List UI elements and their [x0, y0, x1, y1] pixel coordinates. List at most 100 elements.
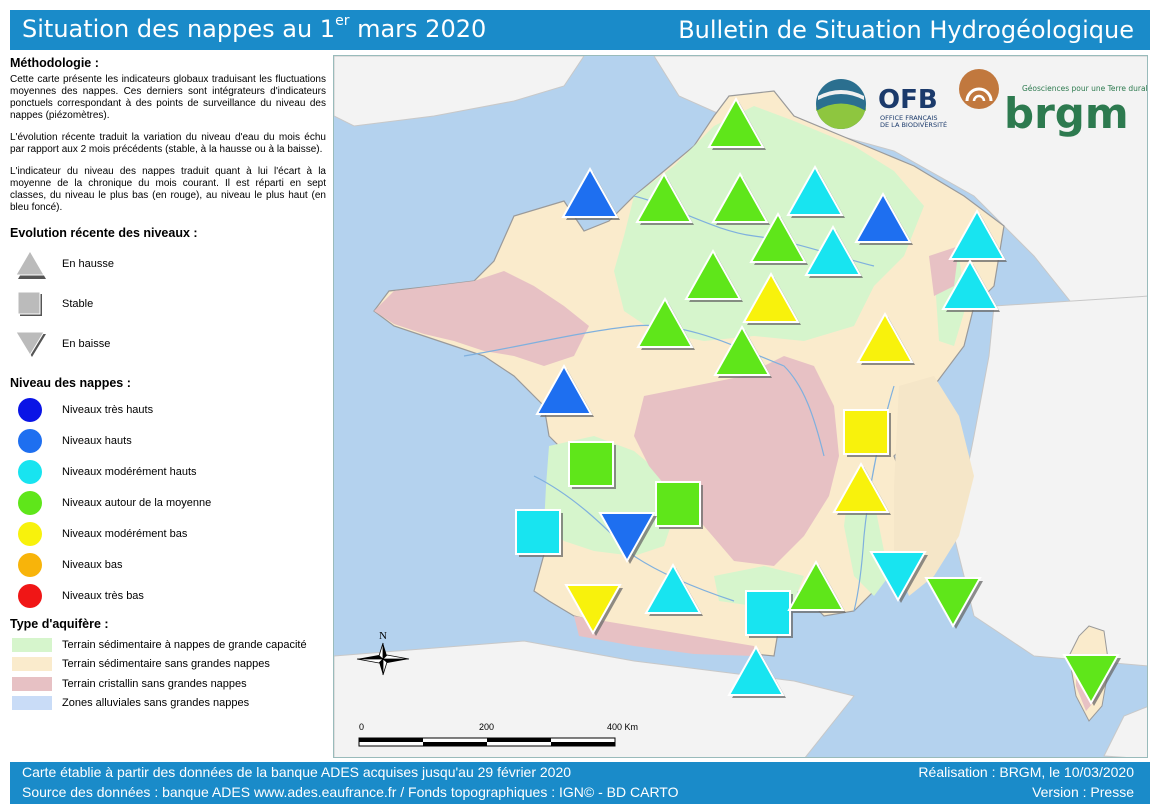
aquifere-list: Terrain sédimentaire à nappes de grande …	[10, 635, 326, 713]
aquifere-swatch	[12, 637, 52, 652]
footer-version: Version : Presse	[1032, 784, 1134, 800]
legend-niveau-item: Niveaux modérément bas	[10, 518, 326, 549]
ofb-sub2: DE LA BIODIVERSITÉ	[880, 120, 947, 129]
marker-up-hauts	[561, 166, 620, 221]
piezometer-markers	[515, 96, 1121, 706]
level-dot-icon	[18, 552, 42, 577]
legend-aquifere-item: Terrain cristallin sans grandes nappes	[10, 674, 326, 694]
marker-up-moderement-hauts	[786, 164, 845, 219]
brgm-tagline: Géosciences pour une Terre durable	[1022, 84, 1148, 93]
triangle-up-icon	[10, 249, 50, 280]
marker-up-moderement-hauts	[804, 224, 863, 279]
footer-topo-source: Source des données : banque ADES www.ade…	[22, 784, 679, 800]
zone-massif-central	[634, 356, 839, 566]
scale-bar: 0 200 400 Km	[358, 722, 638, 747]
legend-niveau-item: Niveaux très hauts	[10, 394, 326, 425]
marker-down-moderement-bas	[564, 583, 623, 636]
marker-up-moderement-bas	[742, 271, 801, 326]
marker-up-moyenne	[635, 171, 694, 226]
marker-stable-moyenne	[568, 441, 616, 489]
zone-pyrenees	[574, 616, 754, 656]
level-dot-icon	[18, 490, 42, 515]
marker-up-hauts	[854, 191, 913, 246]
footer-realisation: Réalisation : BRGM, le 10/03/2020	[918, 764, 1134, 780]
methodologie-text-1: Cette carte présente les indicateurs glo…	[10, 74, 326, 121]
marker-up-moderement-hauts	[941, 258, 1000, 313]
ofb-logo: OFB OFFICE FRANÇAIS DE LA BIODIVERSITÉ	[816, 79, 947, 129]
brgm-name: brgm	[1004, 89, 1129, 138]
svg-text:400 Km: 400 Km	[607, 722, 638, 732]
legend-niveau-item: Niveaux très bas	[10, 580, 326, 611]
marker-up-moderement-hauts	[644, 562, 703, 617]
marker-up-moyenne	[636, 296, 695, 351]
legend-niveau-item: Niveaux modérément hauts	[10, 456, 326, 487]
svg-text:N: N	[379, 630, 387, 642]
square-icon	[10, 289, 50, 320]
marker-up-hauts	[535, 363, 594, 418]
legend-trend-up: En hausse	[10, 244, 326, 284]
legend-niveau-item: Niveaux hauts	[10, 425, 326, 456]
marker-stable-moderement-bas	[843, 409, 891, 457]
legend-aquifere-item: Terrain sédimentaire sans grandes nappes	[10, 655, 326, 675]
marker-up-moyenne	[684, 248, 743, 303]
marker-up-moderement-hauts	[727, 644, 786, 699]
marker-stable-moderement-hauts	[515, 509, 563, 557]
marker-up-moyenne	[713, 324, 772, 379]
marker-stable-moderement-hauts	[745, 590, 793, 638]
ofb-name: OFB	[878, 85, 938, 115]
legend-niveau-item: Niveaux autour de la moyenne	[10, 487, 326, 518]
north-arrow-icon: N	[356, 630, 410, 676]
marker-up-moyenne	[749, 211, 808, 266]
neighbor-land-east	[953, 295, 1147, 667]
level-dot-icon	[18, 397, 42, 422]
methodologie-text-3: L'indicateur du niveau des nappes tradui…	[10, 166, 326, 213]
neighbor-land-spain	[334, 640, 855, 757]
methodologie-title: Méthodologie :	[10, 56, 99, 70]
header-bar: Situation des nappes au 1er mars 2020 Bu…	[10, 10, 1150, 50]
legend-aquifere-item: Terrain sédimentaire à nappes de grande …	[10, 635, 326, 655]
marker-down-moderement-hauts	[869, 550, 928, 603]
marker-up-moyenne	[707, 96, 766, 151]
svg-text:0: 0	[359, 722, 364, 732]
legend-panel: Méthodologie : Cette carte présente les …	[10, 56, 326, 756]
legend-niveau-item: Niveaux bas	[10, 549, 326, 580]
marker-up-moderement-bas	[856, 311, 915, 366]
marker-up-moyenne	[711, 171, 770, 226]
aquifere-title: Type d'aquifère :	[10, 617, 109, 631]
svg-text:200: 200	[479, 722, 494, 732]
page-title: Situation des nappes au 1er mars 2020	[22, 13, 487, 43]
bulletin-title: Bulletin de Situation Hydrogéologique	[678, 16, 1134, 44]
uk-coast	[334, 56, 585, 127]
marker-down-moyenne	[1062, 653, 1121, 706]
aquifere-swatch	[12, 676, 52, 691]
level-dot-icon	[18, 428, 42, 453]
niveau-title: Niveau des nappes :	[10, 376, 131, 390]
brgm-logo: Géosciences pour une Terre durable brgm	[959, 69, 1148, 138]
level-dot-icon	[18, 583, 42, 608]
marker-down-hauts	[598, 511, 657, 564]
evolution-title: Evolution récente des niveaux :	[10, 226, 198, 240]
footer-data-source: Carte établie à partir des données de la…	[22, 764, 572, 780]
aquifere-swatch	[12, 657, 52, 672]
legend-trend-down: En baisse	[10, 324, 326, 364]
footer-bar: Carte établie à partir des données de la…	[10, 762, 1150, 804]
legend-aquifere-item: Zones alluviales sans grandes nappes	[10, 694, 326, 714]
methodologie-text-2: L'évolution récente traduit la variation…	[10, 132, 326, 155]
marker-down-moyenne	[924, 576, 983, 629]
triangle-down-icon	[10, 329, 50, 360]
level-dot-icon	[18, 459, 42, 484]
marker-up-moderement-hauts	[948, 208, 1007, 263]
level-dot-icon	[18, 521, 42, 546]
neighbor-sardinia	[1103, 706, 1147, 757]
ofb-sub1: OFFICE FRANÇAIS	[880, 114, 938, 122]
river-loire	[463, 324, 825, 457]
legend-trend-stable: Stable	[10, 284, 326, 324]
map-frame: OFB OFFICE FRANÇAIS DE LA BIODIVERSITÉ G…	[333, 55, 1148, 758]
marker-up-moyenne	[787, 559, 846, 614]
niveau-list: Niveaux très hauts Niveaux hauts Niveaux m…	[10, 394, 326, 611]
marker-up-moderement-bas	[832, 461, 891, 516]
aquifere-swatch	[12, 696, 52, 711]
zone-alps	[894, 376, 974, 596]
marker-stable-moyenne	[655, 481, 703, 529]
